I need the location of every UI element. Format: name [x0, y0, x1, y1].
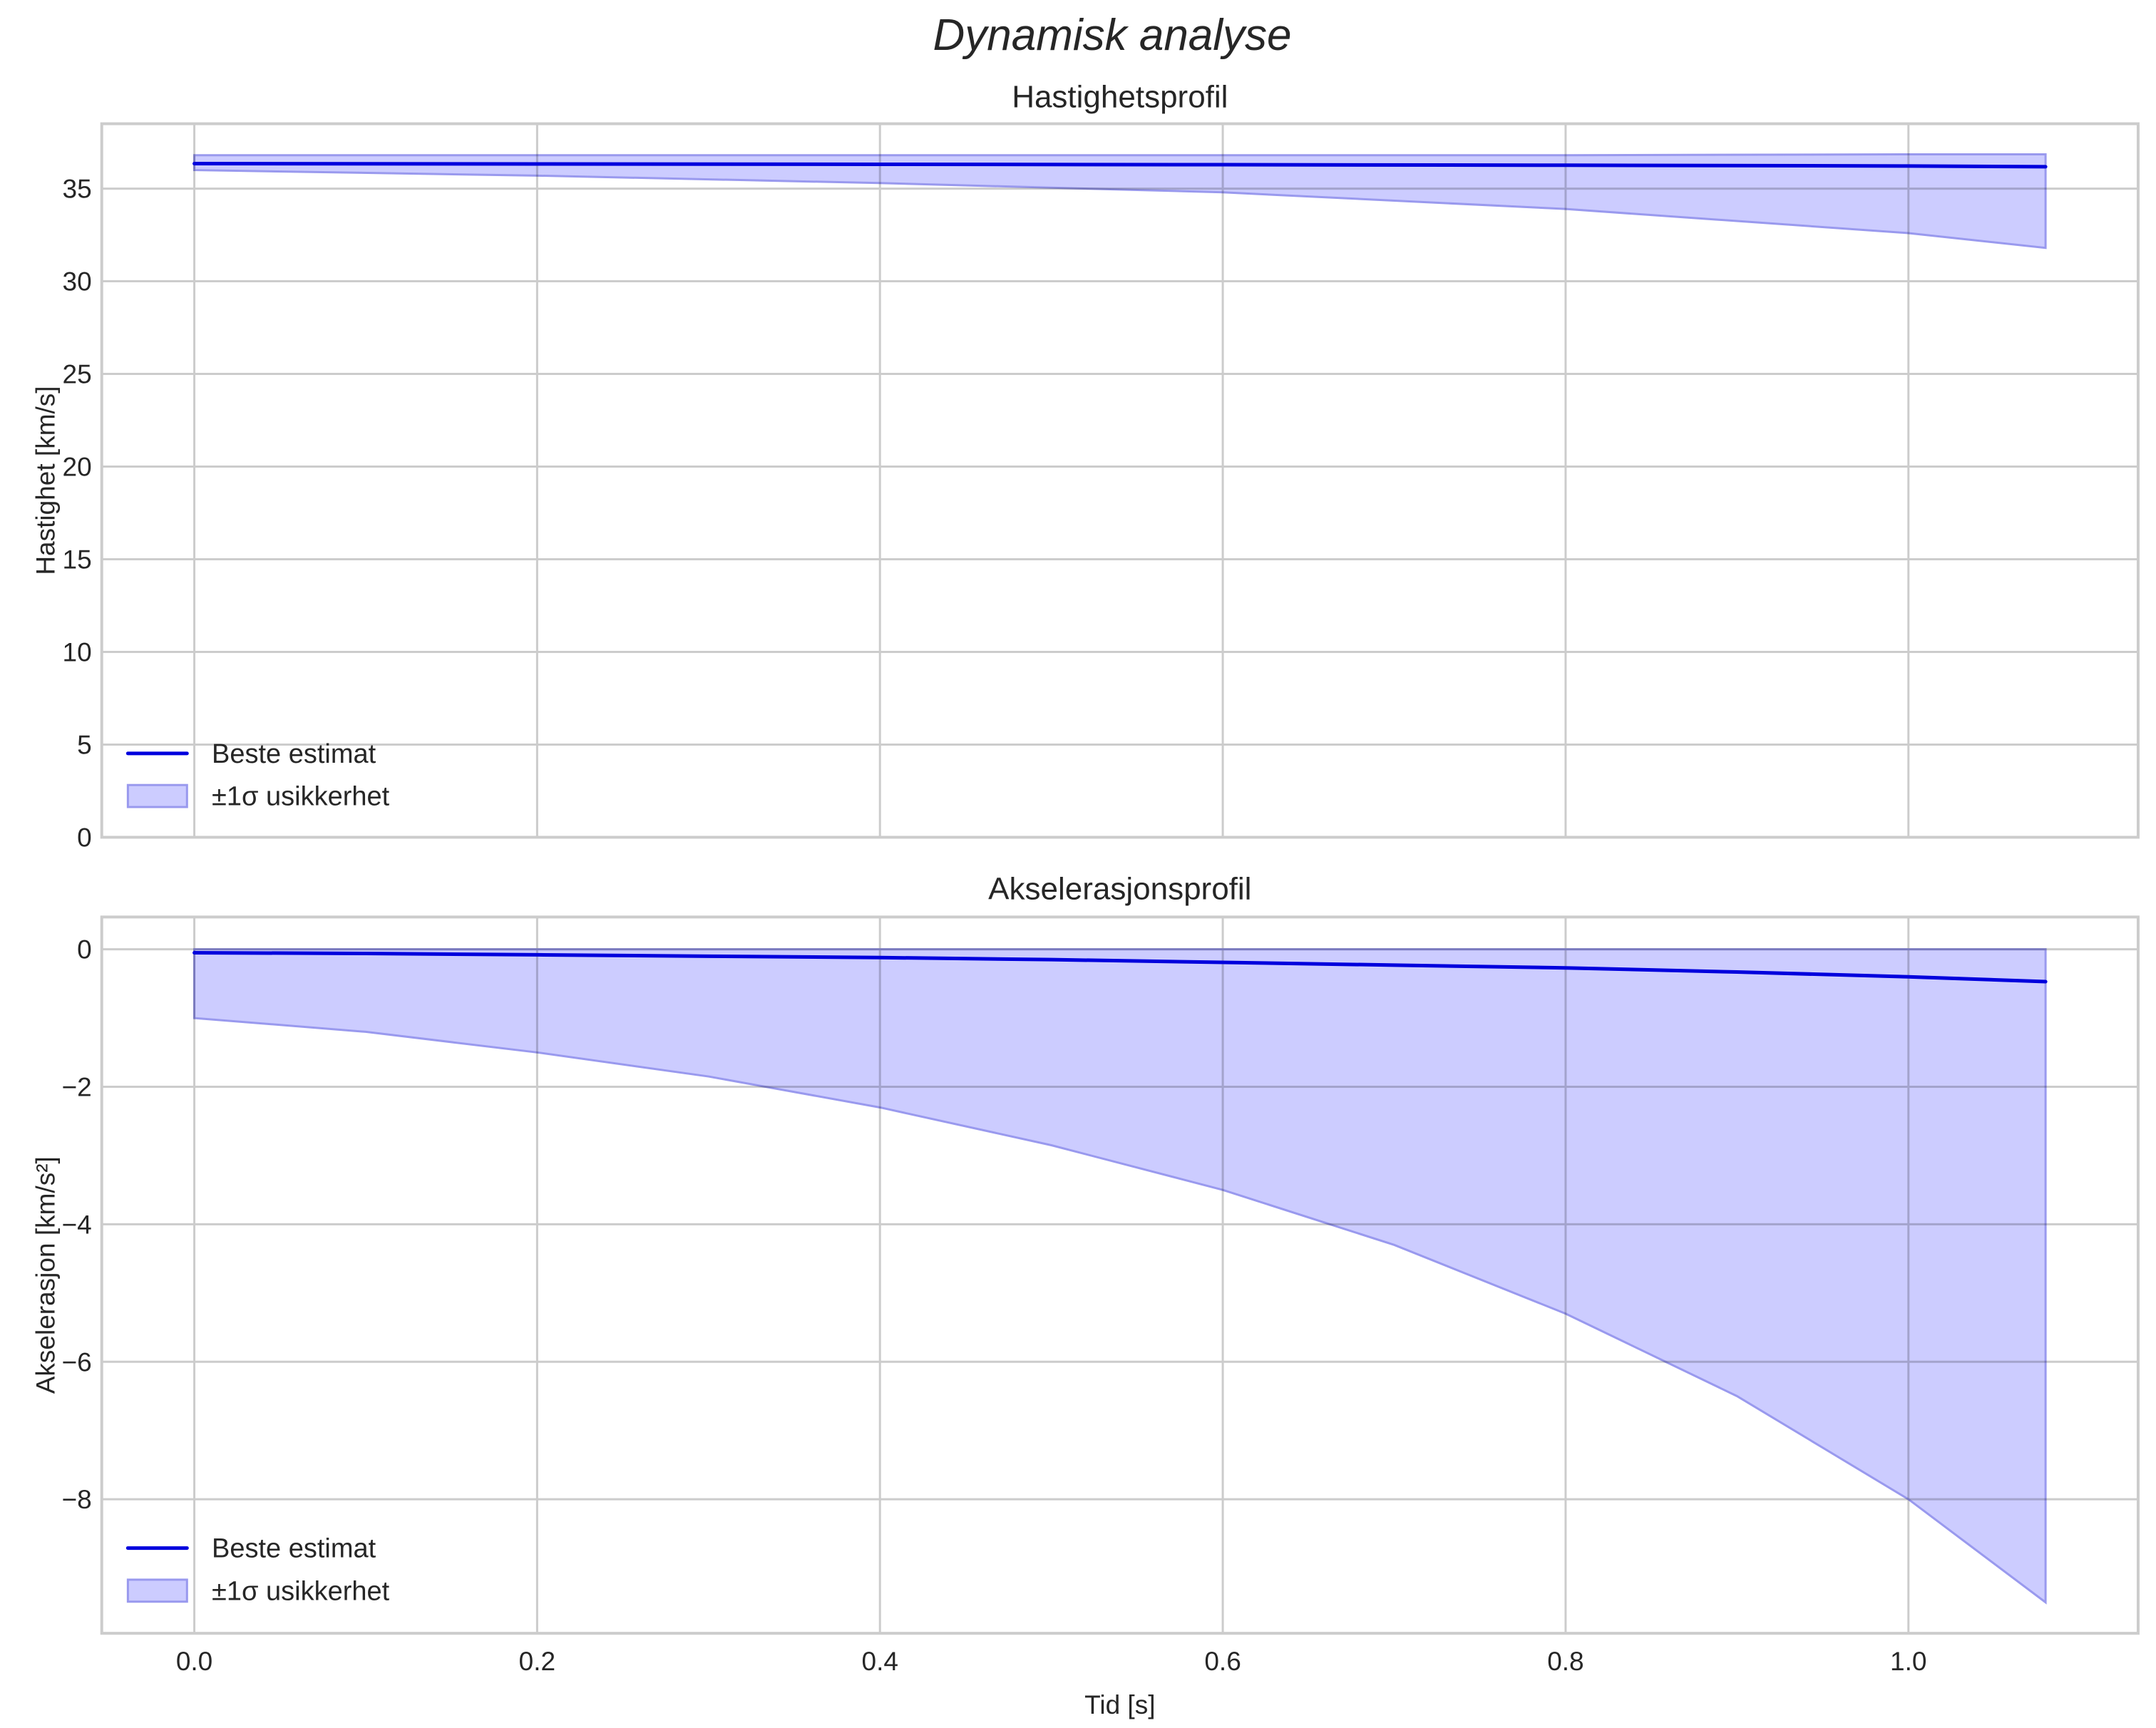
y-tick-label: 20 — [63, 453, 92, 482]
uncertainty-band — [193, 153, 2047, 250]
x-tick-label: 0.0 — [176, 1647, 212, 1676]
y-axis-label: Akselerasjon [km/s²] — [31, 1156, 60, 1394]
x-tick-label: 0.4 — [862, 1647, 898, 1676]
figure-suptitle: Dynamisk analyse — [933, 11, 1291, 60]
y-tick-label: 0 — [77, 823, 92, 853]
best-estimate-line — [192, 951, 2048, 984]
y-axis-label: Hastighet [km/s] — [31, 386, 60, 575]
subplot-title: Hastighetsprofil — [1012, 79, 1228, 114]
y-tick-label: 15 — [63, 545, 92, 575]
legend-label: Beste estimat — [212, 739, 376, 769]
legend-band-swatch — [126, 783, 188, 808]
x-tick-label: 1.0 — [1890, 1647, 1926, 1676]
y-tick-label: 10 — [63, 638, 92, 667]
x-tick-label: 0.6 — [1204, 1647, 1241, 1676]
y-tick-label: −2 — [62, 1073, 92, 1102]
legend-band-swatch — [126, 1578, 188, 1603]
legend-label: ±1σ usikkerhet — [212, 1576, 390, 1606]
axes-frame — [100, 122, 2140, 839]
legend-label: ±1σ usikkerhet — [212, 782, 390, 812]
y-tick-label: 30 — [63, 267, 92, 297]
x-tick-label: 0.2 — [519, 1647, 555, 1676]
acceleration-subplot: Akselerasjonsprofil 0 −2 −4 −6 −8 0.0 0.2 0.4 0.6… — [31, 871, 2140, 1719]
y-tick-label: 25 — [63, 360, 92, 389]
best-estimate-line — [192, 161, 2048, 169]
legend-label: Beste estimat — [212, 1534, 376, 1564]
y-tick-label: −8 — [62, 1485, 92, 1514]
y-tick-label: −4 — [62, 1210, 92, 1239]
legend: Beste estimat ±1σ usikkerhet — [125, 1534, 390, 1606]
x-tick-label: 0.8 — [1547, 1647, 1583, 1676]
legend: Beste estimat ±1σ usikkerhet — [125, 739, 390, 812]
x-axis-label: Tid [s] — [1084, 1690, 1155, 1719]
y-tick-label: 35 — [63, 175, 92, 204]
uncertainty-band — [193, 948, 2047, 1605]
subplot-title: Akselerasjonsprofil — [988, 871, 1251, 906]
y-tick-label: −6 — [62, 1347, 92, 1377]
y-tick-label: 0 — [77, 935, 92, 965]
y-tick-label: 5 — [77, 731, 92, 760]
velocity-subplot: Hastighetsprofil 0 5 10 15 20 25 30 35 Hastighet … — [31, 79, 2140, 853]
axes-frame — [100, 915, 2140, 1635]
